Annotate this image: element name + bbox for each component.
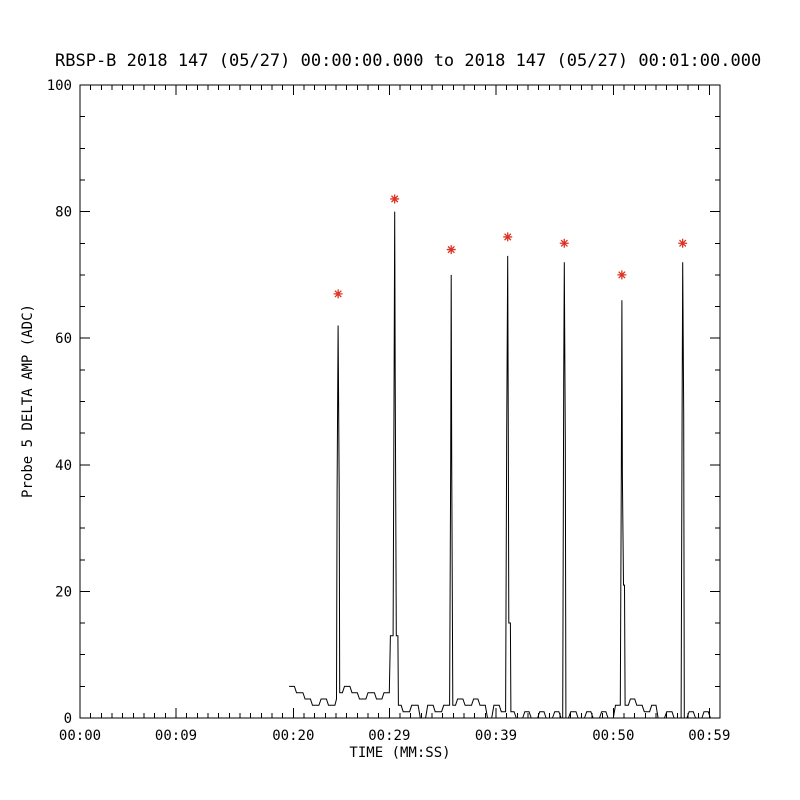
- x-tick-label: 00:59: [688, 728, 730, 744]
- peak-marker-asterisk: [390, 194, 400, 204]
- peak-markers: [333, 194, 688, 299]
- y-tick-label: 0: [64, 711, 72, 727]
- x-tick-label: 00:39: [475, 728, 517, 744]
- peak-marker-asterisk: [678, 238, 688, 248]
- y-tick-label: 80: [55, 205, 72, 221]
- x-axis-title: TIME (MM:SS): [349, 745, 450, 761]
- y-tick-label: 60: [55, 331, 72, 347]
- peak-marker-asterisk: [559, 238, 569, 248]
- y-tick-label: 40: [55, 458, 72, 474]
- peak-marker-asterisk: [446, 245, 456, 255]
- signal-line: [289, 211, 714, 719]
- x-tick-label: 00:20: [272, 728, 314, 744]
- plot-title: RBSP-B 2018 147 (05/27) 00:00:00.000 to …: [55, 51, 761, 71]
- x-tick-label: 00:09: [155, 728, 197, 744]
- axes: 00:00 00:09 00:20 00:29 00:39 00:50 00:59 0 20 40…: [47, 78, 731, 744]
- peak-marker-asterisk: [333, 289, 343, 299]
- y-tick-label: 100: [47, 78, 72, 94]
- peak-marker-asterisk: [503, 232, 513, 242]
- x-tick-label: 00:00: [59, 728, 101, 744]
- y-axis-title: Probe 5 DELTA AMP (ADC): [20, 304, 36, 498]
- signal-trace: [289, 211, 714, 719]
- x-tick-label: 00:29: [368, 728, 410, 744]
- plot-frame: [79, 84, 721, 719]
- peak-marker-asterisk: [617, 270, 627, 280]
- x-tick-label: 00:50: [592, 728, 634, 744]
- y-tick-label: 20: [55, 584, 72, 600]
